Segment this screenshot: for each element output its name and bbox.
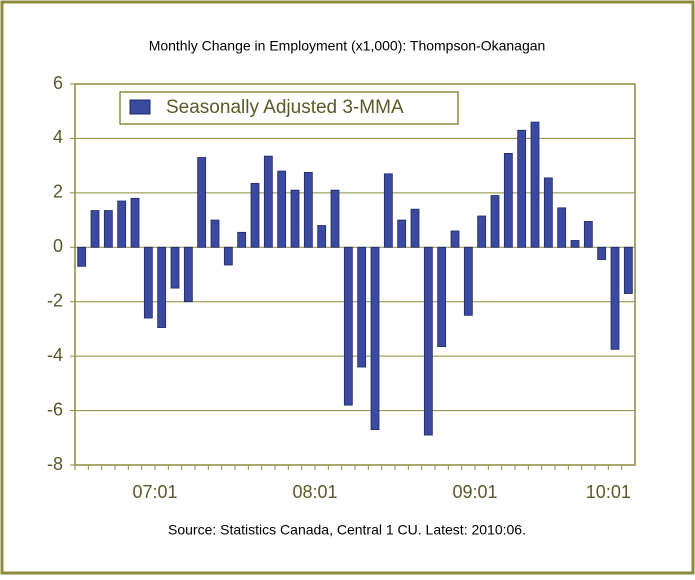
bar (463, 246, 473, 316)
bar (357, 246, 367, 368)
bar (623, 246, 633, 294)
bar (277, 170, 287, 248)
legend-swatch (129, 99, 151, 115)
bar (517, 129, 527, 248)
bar (317, 225, 327, 248)
bar (437, 246, 447, 348)
bar (77, 246, 87, 267)
y-tick-label: 2 (53, 182, 63, 202)
bar (157, 246, 167, 328)
legend-box (119, 91, 459, 125)
y-tick-label: -2 (47, 290, 63, 310)
source-note: Source: Statistics Canada, Central 1 CU.… (168, 522, 526, 538)
y-tick-label: 4 (53, 127, 63, 147)
bar (450, 230, 460, 248)
bar (90, 210, 100, 248)
bar (263, 155, 273, 248)
bar (343, 246, 353, 406)
bar (583, 221, 593, 248)
bar (477, 215, 487, 248)
bar (330, 189, 340, 248)
bar (130, 197, 140, 248)
y-tick-label: 6 (53, 73, 63, 93)
bar (597, 246, 607, 260)
x-tick-label: 08:01 (292, 482, 337, 502)
y-tick-label: -8 (47, 454, 63, 474)
y-tick-label: 0 (53, 236, 63, 256)
y-tick-label: -4 (47, 345, 63, 365)
bar (557, 207, 567, 248)
bar (423, 246, 433, 436)
bar (170, 246, 180, 289)
x-tick-label: 10:01 (586, 482, 631, 502)
bar (610, 246, 620, 350)
bar (570, 240, 580, 248)
bar (383, 173, 393, 248)
bar (237, 231, 247, 248)
bar (370, 246, 380, 431)
legend-label: Seasonally Adjusted 3-MMA (166, 97, 404, 118)
bar (490, 195, 500, 248)
bar (410, 208, 420, 248)
bar (250, 182, 260, 248)
bar (103, 210, 113, 248)
x-tick-label: 07:01 (132, 482, 177, 502)
bar (223, 246, 233, 266)
bar (303, 172, 313, 248)
bar (503, 152, 513, 248)
bar (530, 121, 540, 248)
bar (117, 200, 127, 248)
bar (397, 219, 407, 248)
bar (543, 177, 553, 248)
x-tick-label: 09:01 (452, 482, 497, 502)
bar (210, 219, 220, 248)
y-tick-label: -6 (47, 399, 63, 419)
bar (197, 157, 207, 248)
chart-title: Monthly Change in Employment (x1,000): T… (149, 38, 546, 54)
bar (183, 246, 193, 303)
bar (143, 246, 153, 319)
bar (290, 189, 300, 248)
